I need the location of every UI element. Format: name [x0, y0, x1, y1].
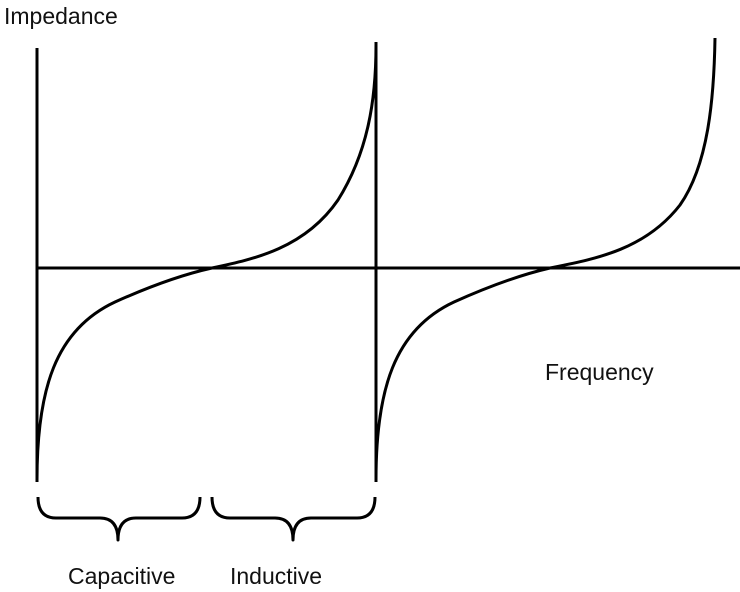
impedance-curve	[374, 37, 717, 481]
region-label: Capacitive	[68, 563, 175, 589]
inductive-brace	[210, 496, 377, 542]
y-axis-label: Impedance	[4, 3, 118, 29]
impedance-curve	[35, 44, 378, 481]
region-label: Inductive	[230, 563, 322, 589]
x-axis-label: Frequency	[545, 359, 654, 385]
capacitive-brace	[36, 496, 202, 542]
